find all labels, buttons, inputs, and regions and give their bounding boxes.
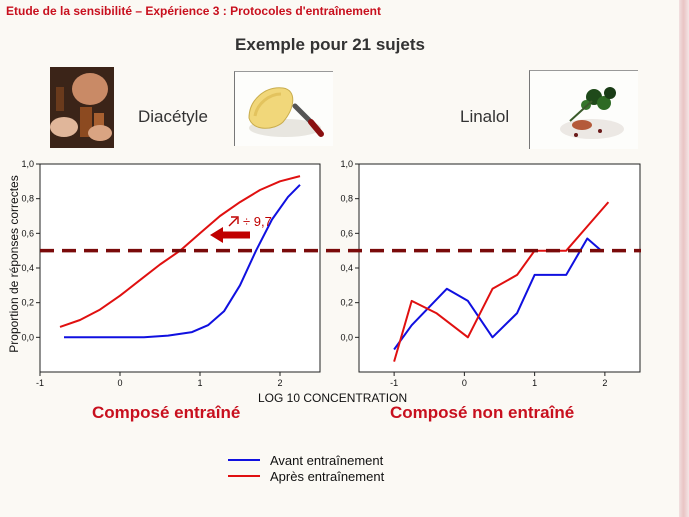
legend-item-before: Avant entraînement — [228, 452, 384, 468]
plot-area-0 — [39, 163, 321, 373]
photo-herbs — [529, 70, 638, 149]
y-tick-label-1-5: 1,0 — [340, 159, 353, 169]
caption-untrained: Composé non entraîné — [390, 403, 575, 422]
small-arrow-icon — [228, 216, 239, 227]
y-tick-label-0-1: 0,2 — [21, 298, 34, 308]
x-tick-label-1-1: 0 — [462, 378, 467, 388]
x-tick-label-0-0: -1 — [36, 378, 44, 388]
y-tick-label-0-0: 0,0 — [21, 332, 34, 342]
photo-butter — [234, 71, 333, 146]
y-tick-label-1-1: 0,2 — [340, 298, 353, 308]
series-line-0-0 — [64, 184, 301, 339]
photo-vials — [50, 67, 114, 148]
y-tick-label-0-4: 0,8 — [21, 194, 34, 204]
x-tick-label-1-3: 2 — [602, 378, 607, 388]
compound-name-diacetyle: Diacétyle — [138, 107, 208, 126]
x-tick-label-0-3: 2 — [277, 378, 282, 388]
x-tick-label-1-0: -1 — [390, 378, 398, 388]
compound-name-linalol: Linalol — [460, 107, 510, 126]
y-tick-label-1-2: 0,4 — [340, 263, 353, 273]
caption-trained: Composé entraîné — [92, 403, 241, 422]
y-tick-label-1-3: 0,6 — [340, 228, 353, 238]
y-tick-label-1-4: 0,8 — [340, 194, 353, 204]
series-line-1-0 — [393, 237, 603, 351]
plot-area-1 — [358, 163, 641, 373]
x-tick-label-0-2: 1 — [197, 378, 202, 388]
y-tick-label-0-3: 0,6 — [21, 228, 34, 238]
annotation-text: ÷ 9,7 — [243, 214, 272, 229]
legend-label-after: Après entraînement — [270, 468, 385, 484]
slide-header: Etude de la sensibilité – Expérience 3 :… — [6, 4, 381, 18]
x-axis-label: LOG 10 CONCENTRATION — [258, 391, 408, 405]
slide-subtitle: Exemple pour 21 sujets — [235, 35, 425, 54]
legend-swatch-before — [228, 459, 260, 461]
series-line-1-1 — [393, 201, 610, 362]
slide-edge-decoration — [679, 0, 689, 517]
y-tick-label-1-0: 0,0 — [340, 332, 353, 342]
x-tick-label-1-2: 1 — [532, 378, 537, 388]
y-tick-label-0-2: 0,4 — [21, 263, 34, 273]
y-axis-label: Proportion de réponses correctes — [7, 175, 21, 353]
legend-label-before: Avant entraînement — [270, 452, 384, 468]
chart-trained: 0,0 0,2 0,4 0,6 0,8 1,0 -1 0 1 2 — [21, 159, 321, 388]
chart-untrained: 0,0 0,2 0,4 0,6 0,8 1,0 -1 0 1 2 — [340, 159, 641, 388]
shift-arrow — [210, 227, 250, 243]
legend: Avant entraînement Après entraînement — [228, 452, 384, 484]
x-tick-label-0-1: 0 — [117, 378, 122, 388]
legend-swatch-after — [228, 475, 260, 477]
legend-item-after: Après entraînement — [228, 468, 384, 484]
y-tick-label-0-5: 1,0 — [21, 159, 34, 169]
